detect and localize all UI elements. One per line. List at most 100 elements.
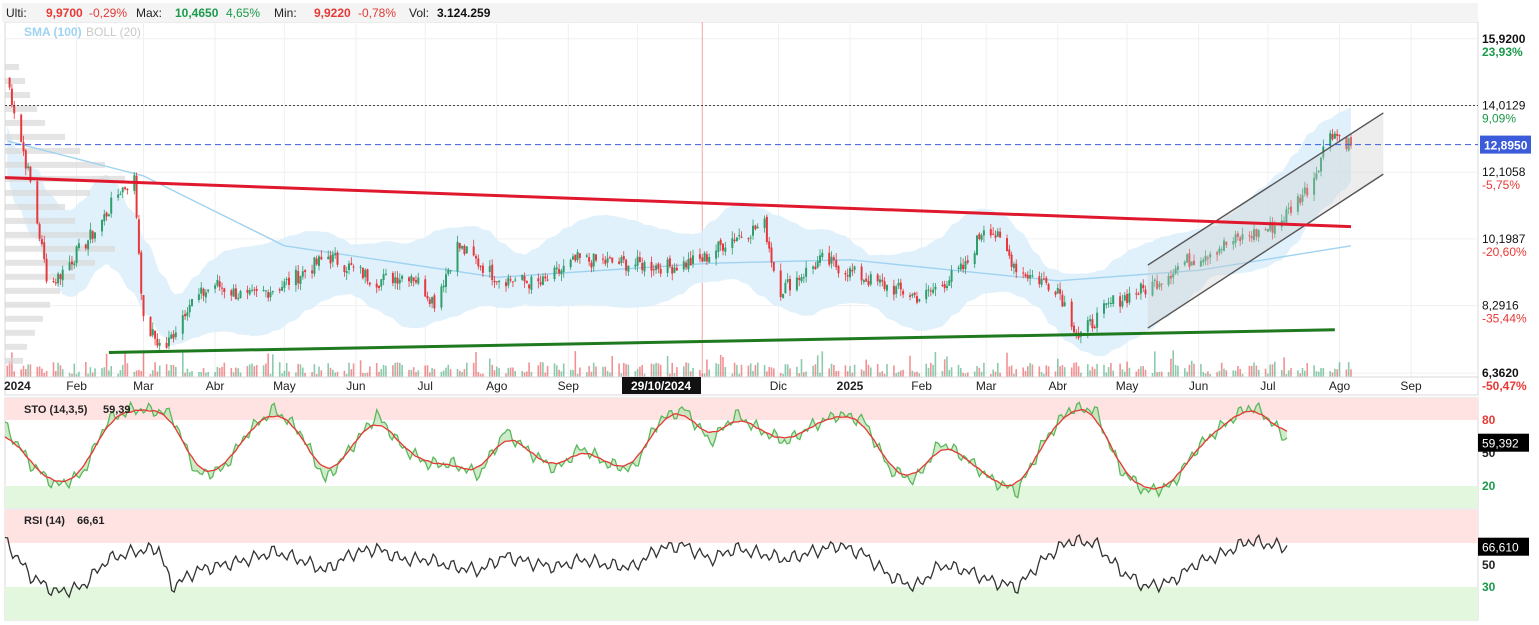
header-bar — [2, 3, 1478, 22]
volume-bar — [207, 371, 209, 377]
volume-bar — [768, 367, 770, 377]
candle-body — [800, 277, 803, 282]
sto-level-label: 20 — [1482, 479, 1496, 493]
volume-bar — [1043, 373, 1045, 377]
candle-body — [1026, 274, 1029, 279]
candle-body — [1063, 302, 1066, 306]
volume-profile-bar — [5, 301, 50, 308]
candle-body — [75, 246, 78, 263]
candle-body — [682, 261, 685, 270]
candle-body — [916, 296, 918, 303]
volume-bar — [248, 364, 251, 377]
volume-bar — [1285, 374, 1288, 377]
candle-body — [768, 241, 771, 249]
volume-bar — [461, 371, 463, 377]
volume-bar — [73, 363, 76, 377]
candle-body — [1091, 319, 1094, 329]
volume-bar — [78, 371, 80, 377]
volume-bar — [865, 359, 867, 377]
bollinger-bands — [7, 106, 1351, 357]
volume-bar — [235, 367, 237, 377]
volume-bar — [572, 370, 574, 377]
candle-body — [715, 250, 718, 259]
volume-bar — [846, 371, 849, 377]
volume-bar — [722, 356, 724, 377]
volume-bar — [932, 364, 934, 377]
volume-bar — [71, 373, 73, 377]
candle-body — [1239, 237, 1242, 242]
volume-bar — [1142, 366, 1144, 377]
volume-bar — [657, 363, 660, 377]
time-axis-label: Ago — [1329, 379, 1351, 393]
candle-body — [1128, 293, 1131, 303]
volume-bar — [602, 366, 604, 377]
candle-body — [1142, 284, 1145, 289]
volume-bar — [313, 364, 316, 377]
volume-bar — [311, 372, 313, 377]
volume-bar — [747, 365, 750, 377]
volume-bar — [412, 367, 415, 377]
candle-body — [959, 263, 962, 270]
candle-body — [1290, 206, 1292, 213]
candle-body — [724, 247, 727, 252]
volume-bar — [1220, 362, 1223, 377]
candle-body — [925, 289, 928, 300]
candle-body — [396, 277, 399, 284]
candle-body — [595, 254, 597, 261]
candle-body — [315, 258, 318, 265]
volume-bar — [604, 366, 607, 377]
volume-bar — [297, 363, 299, 377]
candle-body — [181, 315, 184, 334]
candle-body — [636, 256, 639, 266]
candle-body — [188, 304, 191, 313]
volume-bar — [498, 368, 500, 377]
volume-bar — [38, 366, 41, 377]
candle-body — [886, 285, 888, 291]
volume-bar — [683, 366, 685, 377]
candle-body — [562, 265, 565, 272]
candle-body — [530, 276, 533, 290]
candle-body — [673, 267, 676, 273]
volume-bar — [87, 373, 89, 377]
candle-body — [463, 245, 466, 254]
volume-bar — [897, 371, 900, 377]
rsi-tag: 66,610 — [1482, 541, 1519, 555]
sto-level-label: 80 — [1482, 413, 1496, 427]
bollinger-band-area — [7, 106, 1351, 357]
volume-bar — [844, 365, 847, 377]
candle-body — [158, 342, 161, 346]
volume-bar — [1322, 368, 1325, 377]
volume-bar — [1059, 366, 1061, 377]
candle-body — [103, 214, 106, 222]
candle-body — [140, 252, 143, 294]
resistance-line — [4, 176, 1352, 229]
volume-bar — [1186, 371, 1188, 377]
candle-body — [262, 290, 265, 291]
volume-bar — [108, 370, 110, 377]
candle-body — [1086, 320, 1089, 333]
candle-body — [255, 289, 258, 291]
volume-bar — [1151, 373, 1154, 377]
volume-bar — [1188, 364, 1191, 377]
candle-body — [1287, 207, 1290, 209]
candle-body — [934, 286, 937, 290]
volume-bar — [588, 366, 590, 377]
candle-body — [54, 282, 57, 284]
volume-bar — [396, 362, 399, 377]
boll-legend: BOLL (20) — [86, 25, 141, 39]
candle-body — [948, 280, 951, 286]
candle-body — [546, 279, 549, 281]
volume-bar — [659, 364, 662, 377]
volume-bar — [489, 358, 491, 377]
volume-bar — [752, 370, 754, 377]
candle-body — [883, 281, 886, 290]
volume-bar — [302, 367, 304, 377]
volume-bar — [669, 373, 671, 377]
volume-bar — [1257, 369, 1260, 377]
candle-body — [578, 253, 581, 258]
candle-body — [1040, 279, 1043, 285]
candle-body — [348, 263, 350, 270]
candle-body — [832, 257, 835, 261]
volume-bar — [445, 367, 447, 377]
candle-body — [1167, 275, 1170, 285]
